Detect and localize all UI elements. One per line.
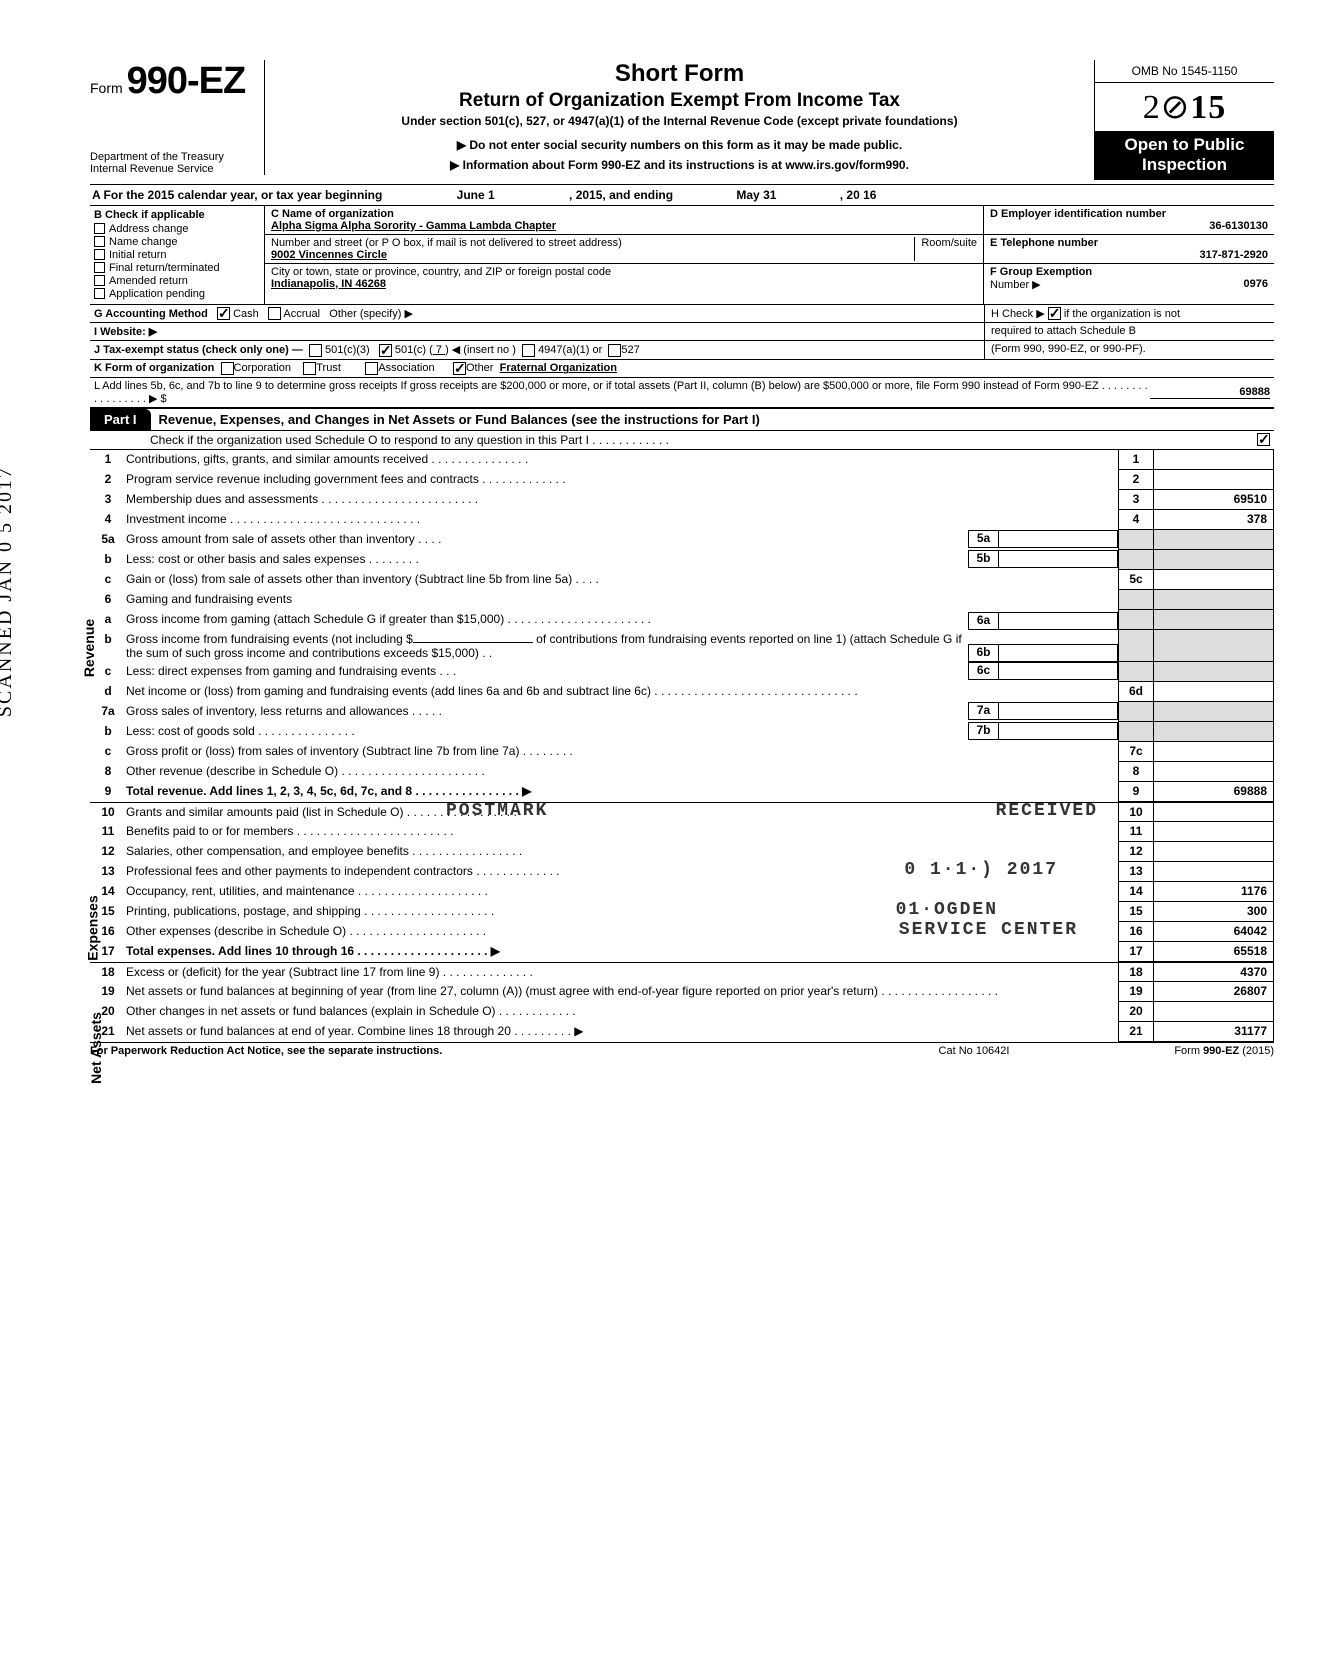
chk-schedule-o[interactable]: [1257, 433, 1270, 446]
ogden-stamp: 01·OGDEN: [896, 900, 998, 920]
section-bcdef: B Check if applicable Address change Nam…: [90, 206, 1274, 305]
row-g-accounting: G Accounting Method Cash Accrual Other (…: [90, 305, 1274, 324]
chk-app-pending[interactable]: [94, 288, 105, 299]
revenue-label: Revenue: [81, 619, 97, 677]
chk-initial-return[interactable]: [94, 249, 105, 260]
group-exemption-value: 0976: [1244, 278, 1268, 290]
phone-value: 317-871-2920: [990, 249, 1268, 261]
room-suite-label: Room/suite: [914, 237, 977, 261]
chk-name-change[interactable]: [94, 236, 105, 247]
expenses-label: Expenses: [85, 895, 101, 960]
scanned-stamp: SCANNED JAN 0 5 2017: [0, 466, 17, 717]
org-address: 9002 Vincennes Circle: [271, 249, 387, 261]
chk-assoc[interactable]: [365, 362, 378, 375]
col-def: D Employer identification number 36-6130…: [984, 206, 1274, 304]
val-15: 300: [1154, 902, 1274, 922]
gross-receipts-value: 69888: [1150, 386, 1270, 399]
title-short: Short Form: [275, 60, 1084, 88]
row-l-gross-receipts: L Add lines 5b, 6c, and 7b to line 9 to …: [90, 378, 1274, 408]
col-c-org-info: C Name of organization Alpha Sigma Alpha…: [265, 206, 984, 304]
chk-address-change[interactable]: [94, 223, 105, 234]
val-18: 4370: [1154, 963, 1274, 982]
subtitle: Under section 501(c), 527, or 4947(a)(1)…: [275, 114, 1084, 128]
org-name: Alpha Sigma Alpha Sorority - Gamma Lambd…: [271, 220, 977, 232]
chk-527[interactable]: [608, 344, 621, 357]
open-public: Open to Public Inspection: [1095, 131, 1274, 180]
val-19: 26807: [1154, 982, 1274, 1002]
netassets-label: Net Assets: [88, 1012, 104, 1084]
val-14: 1176: [1154, 882, 1274, 902]
chk-501c[interactable]: [379, 344, 392, 357]
col-b-checkboxes: B Check if applicable Address change Nam…: [90, 206, 265, 304]
tax-year: 2⊘15: [1095, 83, 1274, 131]
row-k-form-org: K Form of organization Corporation Trust…: [90, 360, 1274, 378]
org-city: Indianapolis, IN 46268: [271, 278, 977, 290]
val-16: 64042: [1154, 922, 1274, 942]
val-3: 69510: [1154, 490, 1274, 510]
date-stamp: 0 1·1·) 2017: [904, 860, 1058, 880]
row-a-tax-year: A For the 2015 calendar year, or tax yea…: [90, 185, 1274, 206]
title-main: Return of Organization Exempt From Incom…: [275, 90, 1084, 112]
chk-501c3[interactable]: [309, 344, 322, 357]
chk-amended[interactable]: [94, 275, 105, 286]
row-i-website: I Website: ▶ required to attach Schedule…: [90, 323, 1274, 341]
ein-value: 36-6130130: [990, 220, 1268, 232]
page-footer: For Paperwork Reduction Act Notice, see …: [90, 1042, 1274, 1057]
note-ssn: ▶ Do not enter social security numbers o…: [275, 138, 1084, 152]
received-stamp: RECEIVED: [996, 801, 1098, 821]
omb-number: OMB No 1545-1150: [1095, 60, 1274, 83]
val-9: 69888: [1154, 782, 1274, 802]
part1-body: Revenue Expenses Net Assets 1Contributio…: [90, 450, 1274, 1042]
chk-corp[interactable]: [221, 362, 234, 375]
note-info: ▶ Information about Form 990-EZ and its …: [275, 158, 1084, 172]
chk-trust[interactable]: [303, 362, 316, 375]
chk-other-org[interactable]: [453, 362, 466, 375]
chk-4947[interactable]: [522, 344, 535, 357]
service-stamp: SERVICE CENTER: [899, 920, 1078, 940]
form-header: Form 990-EZ Department of the TreasuryIn…: [90, 60, 1274, 185]
part1-header: Part I Revenue, Expenses, and Changes in…: [90, 408, 1274, 431]
val-17: 65518: [1154, 942, 1274, 962]
chk-accrual[interactable]: [268, 307, 281, 320]
row-j-tax-status: J Tax-exempt status (check only one) — 5…: [90, 341, 1274, 360]
chk-schedule-b[interactable]: [1048, 307, 1061, 320]
val-21: 31177: [1154, 1022, 1274, 1042]
dept-treasury: Department of the TreasuryInternal Reven…: [90, 151, 258, 175]
val-4: 378: [1154, 510, 1274, 530]
chk-cash[interactable]: [217, 307, 230, 320]
part1-schedule-o-check: Check if the organization used Schedule …: [90, 431, 1274, 450]
postmark-stamp: POSTMARK: [446, 801, 548, 821]
chk-final-return[interactable]: [94, 262, 105, 273]
form-number: Form 990-EZ: [90, 60, 258, 103]
